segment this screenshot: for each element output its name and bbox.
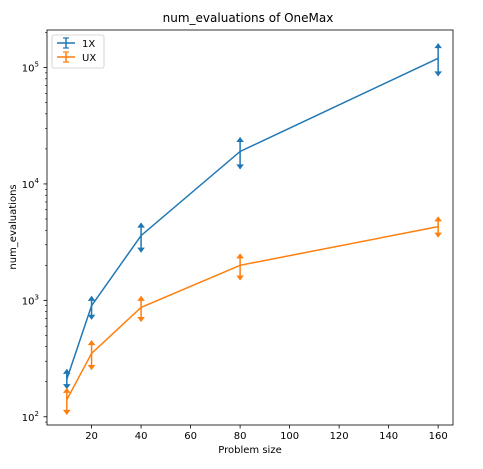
- error-cap-lower: [236, 164, 244, 170]
- legend: 1X UX: [51, 34, 105, 69]
- error-cap-upper: [63, 368, 71, 374]
- error-cap-lower: [137, 247, 145, 253]
- x-tick-label: 160: [429, 431, 448, 442]
- series-layer: [63, 43, 442, 415]
- error-cap-upper: [434, 216, 442, 222]
- y-tick-label: 104: [22, 177, 40, 191]
- legend-label: 1X: [82, 39, 95, 50]
- legend-entry-1x: 1X: [57, 37, 95, 50]
- error-bar: [236, 136, 244, 170]
- error-cap-upper: [87, 295, 96, 301]
- legend-entry-ux: UX: [57, 51, 96, 64]
- x-axis: 20 40 60 80 100 120 140 160: [85, 425, 448, 442]
- plot-area: [46, 29, 454, 426]
- series-ux: [63, 216, 442, 415]
- error-cap-upper: [137, 295, 145, 301]
- error-cap-lower: [236, 275, 244, 281]
- chart-title: num_evaluations of OneMax: [163, 11, 334, 25]
- error-cap-lower: [63, 409, 71, 415]
- error-bar: [236, 253, 244, 281]
- error-bar: [137, 222, 145, 253]
- x-tick-label: 60: [184, 431, 197, 442]
- y-axis: 102 103 104 105: [22, 32, 47, 424]
- error-cap-lower: [137, 316, 145, 323]
- y-axis-label: num_evaluations: [8, 184, 19, 269]
- x-axis-label: Problem size: [218, 445, 281, 456]
- error-cap-upper: [434, 43, 442, 49]
- error-cap-lower: [434, 232, 442, 238]
- series-1x: [63, 43, 442, 390]
- error-cap-lower: [87, 314, 96, 320]
- error-bar: [434, 43, 442, 77]
- error-cap-upper: [63, 387, 71, 393]
- error-bar: [87, 340, 96, 371]
- x-tick-label: 80: [234, 431, 247, 442]
- error-bar: [434, 216, 442, 238]
- error-cap-upper: [236, 253, 244, 259]
- error-cap-upper: [137, 222, 145, 228]
- error-cap-lower: [87, 365, 96, 371]
- y-tick-label: 105: [22, 61, 39, 75]
- error-bar: [87, 295, 96, 320]
- error-cap-upper: [87, 340, 96, 346]
- y-tick-label: 103: [22, 293, 39, 307]
- error-bar: [63, 387, 71, 415]
- error-cap-lower: [434, 71, 442, 77]
- error-cap-lower: [63, 384, 71, 390]
- x-tick-label: 120: [330, 431, 349, 442]
- x-tick-label: 140: [379, 431, 398, 442]
- y-tick-label: 102: [22, 410, 39, 424]
- legend-label: UX: [82, 53, 96, 64]
- error-cap-upper: [236, 136, 244, 143]
- legend-box: [51, 34, 105, 69]
- error-bar: [63, 368, 71, 390]
- x-tick-label: 100: [280, 431, 299, 442]
- error-bar: [137, 295, 145, 323]
- x-tick-label: 20: [85, 431, 98, 442]
- x-tick-label: 40: [135, 431, 148, 442]
